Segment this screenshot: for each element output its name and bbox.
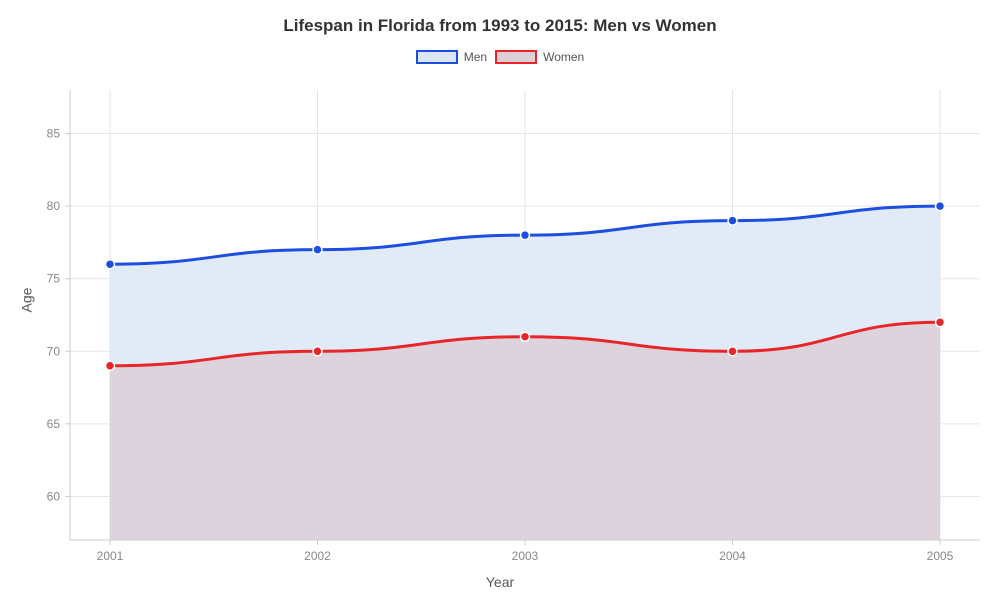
svg-text:60: 60 — [47, 489, 61, 503]
svg-text:65: 65 — [47, 417, 61, 431]
chart-plot: 60 65 70 75 80 85 2001 2002 2003 2004 2005 — [0, 0, 1000, 600]
svg-text:75: 75 — [47, 272, 61, 286]
chart-container: Lifespan in Florida from 1993 to 2015: M… — [0, 0, 1000, 600]
svg-text:85: 85 — [47, 127, 61, 141]
svg-text:2004: 2004 — [719, 549, 746, 563]
svg-text:2002: 2002 — [304, 549, 331, 563]
svg-text:2001: 2001 — [97, 549, 124, 563]
svg-text:70: 70 — [47, 344, 61, 358]
svg-text:2005: 2005 — [927, 549, 954, 563]
svg-text:2003: 2003 — [512, 549, 539, 563]
svg-text:80: 80 — [47, 199, 61, 213]
